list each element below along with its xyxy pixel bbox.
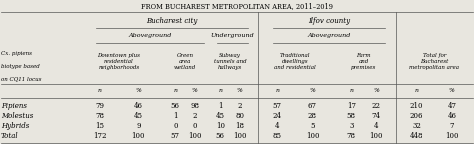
Text: Molestus: Molestus: [1, 112, 34, 120]
Text: 2: 2: [192, 112, 197, 120]
Text: 1: 1: [173, 112, 177, 120]
Text: 210: 210: [410, 102, 423, 110]
Text: n: n: [219, 88, 222, 93]
Text: 17: 17: [347, 102, 356, 110]
Text: 45: 45: [134, 112, 143, 120]
Text: Traditional
dwellings
and residential: Traditional dwellings and residential: [274, 53, 316, 70]
Text: %: %: [449, 88, 455, 93]
Text: 5: 5: [310, 122, 315, 130]
Text: 56: 56: [216, 132, 225, 140]
Text: %: %: [310, 88, 315, 93]
Text: 206: 206: [410, 112, 423, 120]
Text: 56: 56: [171, 102, 180, 110]
Text: 24: 24: [273, 112, 282, 120]
Text: 78: 78: [95, 112, 104, 120]
Text: Aboveground: Aboveground: [128, 33, 172, 38]
Text: n: n: [275, 88, 279, 93]
Text: 47: 47: [447, 102, 456, 110]
Text: Pipiens: Pipiens: [1, 102, 27, 110]
Text: 4: 4: [275, 122, 280, 130]
Text: 79: 79: [95, 102, 104, 110]
Text: Total: Total: [1, 132, 19, 140]
Text: 100: 100: [445, 132, 459, 140]
Text: 22: 22: [372, 102, 381, 110]
Text: 4: 4: [374, 122, 378, 130]
Text: 28: 28: [308, 112, 317, 120]
Text: 58: 58: [347, 112, 356, 120]
Text: FROM BUCHAREST METROPOLITAN AREA, 2011–2019: FROM BUCHAREST METROPOLITAN AREA, 2011–2…: [141, 2, 333, 10]
Text: 57: 57: [273, 102, 282, 110]
Text: 46: 46: [447, 112, 456, 120]
Text: 46: 46: [134, 102, 143, 110]
Text: biotype based: biotype based: [1, 64, 40, 69]
Text: Farm
and
premises: Farm and premises: [351, 53, 376, 70]
Text: Aboveground: Aboveground: [308, 33, 351, 38]
Text: 448: 448: [410, 132, 423, 140]
Text: 57: 57: [171, 132, 180, 140]
Text: 32: 32: [412, 122, 421, 130]
Text: 3: 3: [349, 122, 354, 130]
Text: on CQ11 locus: on CQ11 locus: [1, 77, 42, 82]
Text: 74: 74: [372, 112, 381, 120]
Text: n: n: [415, 88, 419, 93]
Text: Bucharest city: Bucharest city: [146, 17, 198, 25]
Text: Total for
Bucharest
metropolitan area: Total for Bucharest metropolitan area: [409, 53, 459, 70]
Text: Cx. pipiens: Cx. pipiens: [1, 51, 32, 56]
Text: Subway
tunnels and
hallways: Subway tunnels and hallways: [214, 53, 246, 70]
Text: Ilfov county: Ilfov county: [309, 17, 351, 25]
Text: 172: 172: [93, 132, 106, 140]
Text: %: %: [191, 88, 198, 93]
Text: %: %: [373, 88, 379, 93]
Text: 85: 85: [273, 132, 282, 140]
Text: n: n: [173, 88, 177, 93]
Text: 45: 45: [216, 112, 225, 120]
Text: 9: 9: [136, 122, 140, 130]
Text: 98: 98: [190, 102, 199, 110]
Text: 100: 100: [131, 132, 145, 140]
Text: Green
area
wetland: Green area wetland: [174, 53, 196, 70]
Text: %: %: [136, 88, 141, 93]
Text: 10: 10: [216, 122, 225, 130]
Text: 1: 1: [218, 102, 223, 110]
Text: 67: 67: [308, 102, 317, 110]
Text: 0: 0: [192, 122, 197, 130]
Text: 100: 100: [369, 132, 383, 140]
Text: 0: 0: [173, 122, 177, 130]
Text: 7: 7: [450, 122, 454, 130]
Text: Downtown plus
residential
neighborhoods: Downtown plus residential neighborhoods: [97, 53, 140, 70]
Text: Underground: Underground: [210, 33, 254, 38]
Text: 15: 15: [95, 122, 104, 130]
Text: n: n: [98, 88, 101, 93]
Text: 100: 100: [188, 132, 201, 140]
Text: Hybrids: Hybrids: [1, 122, 29, 130]
Text: 78: 78: [347, 132, 356, 140]
Text: 18: 18: [235, 122, 244, 130]
Text: 80: 80: [235, 112, 244, 120]
Text: 100: 100: [306, 132, 319, 140]
Text: %: %: [237, 88, 243, 93]
Text: 100: 100: [233, 132, 246, 140]
Text: 2: 2: [237, 102, 242, 110]
Text: n: n: [349, 88, 353, 93]
